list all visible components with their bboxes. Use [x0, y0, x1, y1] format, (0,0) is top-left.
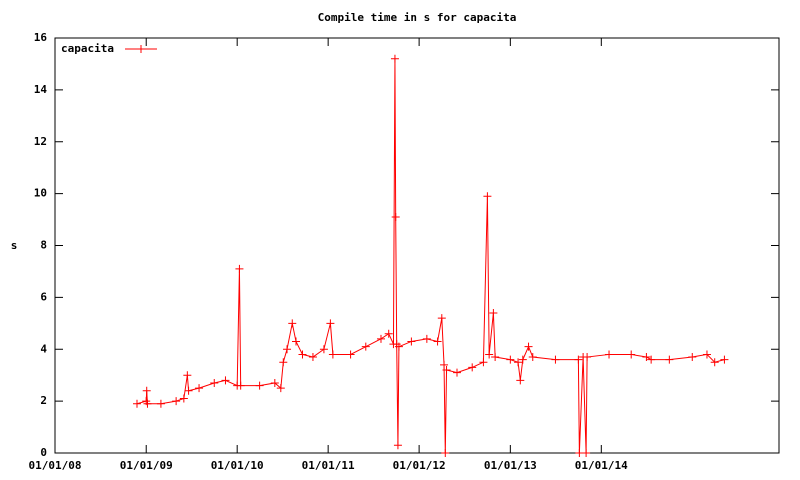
legend-swatch: [125, 45, 157, 53]
point-marker: [308, 353, 317, 362]
point-marker: [688, 353, 697, 362]
point-marker: [702, 350, 711, 359]
y-tick-label: 4: [40, 342, 47, 355]
point-marker: [326, 319, 335, 328]
point-marker: [440, 360, 449, 369]
point-marker: [485, 350, 494, 359]
y-axis-label: s: [11, 239, 18, 252]
point-marker: [665, 355, 674, 364]
point-marker: [179, 394, 188, 403]
point-marker: [276, 384, 285, 393]
point-marker: [575, 449, 584, 457]
point-marker: [528, 353, 537, 362]
point-marker: [279, 358, 288, 367]
point-marker: [292, 337, 301, 346]
point-marker: [361, 342, 370, 351]
point-marker: [483, 192, 492, 201]
point-marker: [319, 345, 328, 354]
point-marker: [514, 358, 523, 367]
point-marker: [391, 212, 400, 221]
point-marker: [710, 358, 719, 367]
point-marker: [393, 441, 402, 450]
chart-title: Compile time in s for capacita: [318, 11, 517, 24]
y-tick-label: 8: [40, 239, 47, 252]
point-marker: [221, 376, 230, 385]
point-marker: [441, 449, 450, 457]
point-marker: [376, 334, 385, 343]
point-marker: [283, 345, 292, 354]
legend-label: capacita: [61, 42, 114, 55]
point-marker: [142, 386, 151, 395]
point-marker: [184, 386, 193, 395]
point-marker: [270, 378, 279, 387]
point-marker: [433, 337, 442, 346]
point-marker: [491, 353, 500, 362]
x-tick-label: 01/01/12: [393, 459, 446, 472]
point-marker: [298, 350, 307, 359]
point-marker: [328, 350, 337, 359]
point-marker: [346, 350, 355, 359]
point-marker: [582, 449, 591, 457]
point-marker: [524, 342, 533, 351]
x-tick-label: 01/01/08: [29, 459, 82, 472]
y-tick-label: 14: [34, 83, 48, 96]
point-marker: [235, 264, 244, 273]
point-marker: [288, 319, 297, 328]
point-marker: [394, 342, 403, 351]
point-marker: [390, 54, 399, 63]
point-marker: [479, 358, 488, 367]
point-marker: [468, 363, 477, 372]
y-tick-label: 0: [40, 446, 47, 459]
y-tick-label: 6: [40, 290, 47, 303]
x-tick-label: 01/01/09: [120, 459, 173, 472]
point-marker: [583, 353, 592, 362]
point-marker: [132, 399, 141, 408]
point-marker: [627, 350, 636, 359]
point-marker: [442, 366, 451, 374]
y-tick-label: 2: [40, 394, 47, 407]
point-marker: [642, 353, 651, 362]
point-marker: [518, 355, 527, 364]
point-marker: [437, 314, 446, 323]
point-marker: [255, 381, 264, 390]
series-line: [136, 58, 725, 454]
point-marker: [183, 371, 192, 380]
x-tick-label: 01/01/10: [211, 459, 264, 472]
point-marker: [605, 350, 614, 359]
point-marker: [551, 355, 560, 364]
point-marker: [489, 308, 498, 317]
point-marker: [506, 355, 515, 364]
point-marker: [407, 337, 416, 346]
x-tick-label: 01/01/13: [484, 459, 537, 472]
x-tick-label: 01/01/14: [575, 459, 628, 472]
plot-frame: [54, 37, 780, 454]
point-marker: [210, 378, 219, 387]
point-marker: [647, 355, 656, 364]
y-tick-label: 10: [34, 187, 47, 200]
point-marker: [143, 399, 152, 408]
x-tick-label: 01/01/11: [302, 459, 355, 472]
point-marker: [236, 381, 245, 390]
point-marker: [574, 355, 583, 364]
point-marker: [156, 399, 165, 408]
point-marker: [195, 384, 204, 393]
y-tick-label: 16: [34, 31, 48, 44]
point-marker: [384, 329, 393, 338]
point-marker: [422, 334, 431, 343]
point-marker: [720, 355, 729, 364]
y-tick-label: 12: [34, 135, 47, 148]
point-marker: [453, 368, 462, 377]
point-marker: [516, 376, 525, 385]
point-marker: [172, 397, 181, 406]
